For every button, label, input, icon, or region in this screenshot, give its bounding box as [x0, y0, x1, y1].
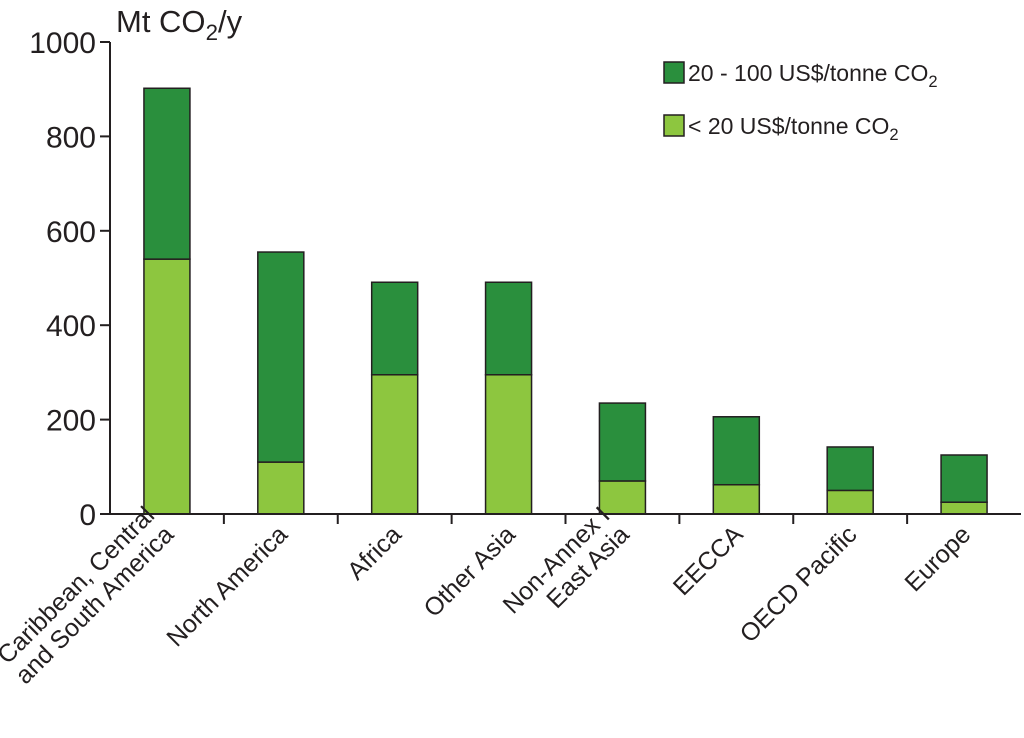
- bar-segment-low-cost: [484, 374, 533, 515]
- bar-segment-low-cost: [940, 501, 988, 515]
- y-axis-ticks: 0 200 400 600 800 1000: [29, 27, 110, 532]
- bar-segment-high-cost: [257, 251, 305, 463]
- bar-segment-high-cost: [143, 87, 191, 260]
- bar-segment-high-cost: [370, 281, 419, 376]
- legend-label: < 20 US$/tonne CO2: [688, 113, 899, 144]
- legend-swatch: [663, 114, 685, 137]
- bar-segment-high-cost: [484, 281, 533, 376]
- bar-segment-high-cost: [826, 446, 874, 492]
- x-axis-ticks: Caribbean, Centraland South AmericaNorth…: [0, 501, 976, 689]
- y-tick-label: 1000: [29, 27, 96, 60]
- bar-segment-low-cost: [712, 483, 761, 515]
- bar-segment-low-cost: [370, 374, 419, 515]
- bar-segment-high-cost: [940, 454, 988, 503]
- x-category-label: Africa: [342, 520, 407, 585]
- x-category-label: Europe: [899, 520, 976, 597]
- bar-segment-high-cost: [712, 416, 761, 486]
- legend-swatch: [663, 61, 685, 84]
- x-category-label: EECCA: [668, 520, 749, 601]
- x-category-label: OECD Pacific: [735, 520, 863, 648]
- bar-series-group: [143, 87, 988, 515]
- y-tick-label: 0: [79, 499, 96, 532]
- y-axis-unit-label: Mt CO2/y: [116, 4, 243, 45]
- chart-legend: 20 - 100 US$/tonne CO2 < 20 US$/tonne CO2: [663, 60, 938, 144]
- bar-segment-low-cost: [826, 489, 874, 515]
- y-tick-label: 800: [46, 121, 96, 154]
- bar-segment-high-cost: [598, 402, 647, 482]
- y-tick-label: 400: [46, 310, 96, 343]
- y-tick-label: 200: [46, 405, 96, 438]
- bar-segment-low-cost: [598, 480, 647, 515]
- x-category-label: North America: [161, 520, 293, 652]
- bar-segment-low-cost: [143, 258, 191, 515]
- legend-label: 20 - 100 US$/tonne CO2: [688, 60, 938, 91]
- bar-segment-low-cost: [257, 461, 305, 515]
- y-tick-label: 600: [46, 216, 96, 249]
